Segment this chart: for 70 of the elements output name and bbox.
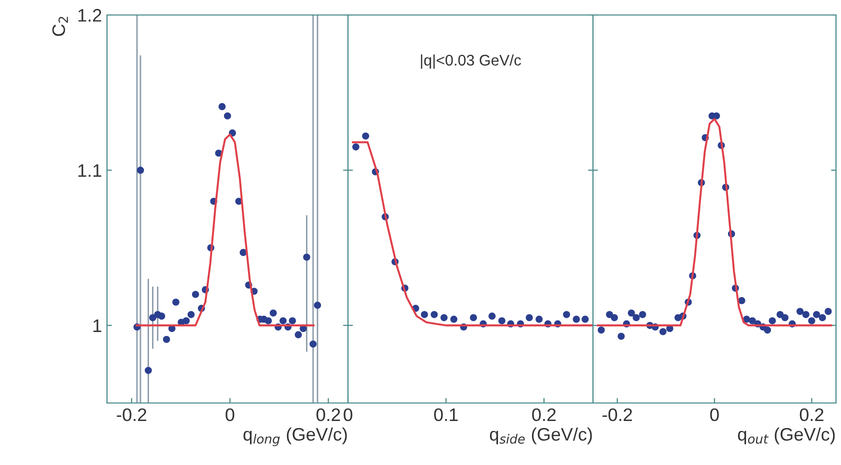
point xyxy=(488,312,496,320)
x-tick-label: 0 xyxy=(344,408,352,422)
annotation: |q|<0.03 GeV/c xyxy=(420,54,521,69)
point xyxy=(162,336,170,343)
y-tick-label: 1.1 xyxy=(78,164,102,177)
point xyxy=(420,310,428,318)
point xyxy=(764,326,772,334)
point xyxy=(632,314,640,322)
point xyxy=(813,310,820,318)
point xyxy=(781,314,789,322)
point xyxy=(310,340,317,348)
point xyxy=(610,314,618,322)
point xyxy=(218,103,226,110)
point xyxy=(618,332,625,340)
x-axis-title: q$_{long}$ (GeV/c) xyxy=(243,427,347,446)
point xyxy=(824,308,832,315)
x-tick-label: 0 xyxy=(226,408,234,422)
point xyxy=(470,314,477,322)
point xyxy=(240,248,247,256)
point xyxy=(144,366,152,374)
point xyxy=(352,143,360,150)
point xyxy=(776,310,784,318)
x-tick-label: 0.2 xyxy=(800,408,824,422)
point xyxy=(270,309,277,317)
point xyxy=(264,317,272,324)
point xyxy=(498,317,506,324)
point xyxy=(748,317,756,324)
point xyxy=(526,314,533,322)
point xyxy=(280,317,287,324)
y-axis-title: C$_{2}$ xyxy=(52,16,68,36)
y-tick-label: 1 xyxy=(93,320,102,332)
point xyxy=(818,314,826,322)
point xyxy=(572,316,580,323)
point xyxy=(172,298,180,306)
point xyxy=(440,314,448,322)
point xyxy=(796,308,804,315)
x-tick-label: -0.2 xyxy=(602,408,632,422)
point xyxy=(294,331,302,338)
point xyxy=(738,297,746,304)
point xyxy=(659,328,667,336)
point xyxy=(598,326,605,334)
point xyxy=(808,317,816,324)
x-tick-label: -0.2 xyxy=(116,408,146,422)
point xyxy=(224,112,232,120)
x-axis-title: q$_{side}$ (GeV/c) xyxy=(490,427,592,444)
x-tick-label: 0.2 xyxy=(316,408,340,422)
point xyxy=(314,302,322,309)
point xyxy=(606,310,614,318)
x-tick-label: 0.1 xyxy=(434,408,458,422)
point xyxy=(536,316,543,323)
point xyxy=(582,316,589,323)
point xyxy=(192,290,200,298)
point xyxy=(182,317,190,324)
x-tick-label: 0.2 xyxy=(532,408,556,422)
point xyxy=(188,310,195,318)
point xyxy=(639,310,646,318)
point xyxy=(563,310,570,318)
point xyxy=(450,316,458,323)
point xyxy=(768,317,776,324)
y-tick-label: 1.2 xyxy=(78,8,102,22)
point xyxy=(362,132,370,140)
point xyxy=(430,310,438,318)
point xyxy=(288,317,296,324)
point xyxy=(628,309,635,317)
point xyxy=(136,166,144,174)
x-tick-label: 0 xyxy=(710,408,719,422)
point xyxy=(802,310,810,318)
x-axis-title: q$_{out}$ (GeV/c) xyxy=(738,427,835,444)
point xyxy=(303,254,310,261)
point xyxy=(158,312,166,320)
